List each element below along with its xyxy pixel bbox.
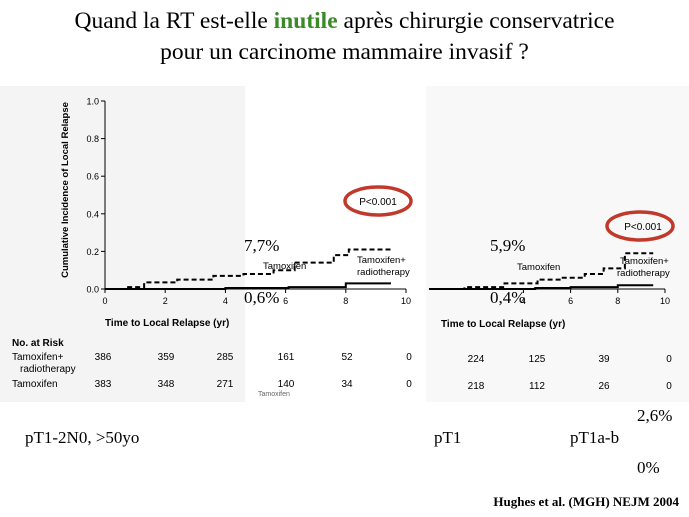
risk-cells: 386 359 285 161 52 0 383 348 271 140 34 0 224 125 39 0 2… [95, 352, 673, 392]
right-panel-background [426, 86, 689, 402]
right-label-tamrt-b: radiotherapy [617, 268, 670, 279]
risk-cell-right-tamrt: 224 [468, 354, 485, 365]
right-x-tick-label: 8 [615, 296, 620, 306]
risk-cell-right-tamrt: 39 [598, 354, 610, 365]
risk-cell-left-tamrt: 161 [278, 352, 295, 363]
left-y-tick-label: 0.6 [86, 172, 99, 182]
risk-cell-right-tam: 218 [468, 381, 485, 392]
right-series-tamoxifen-rt [429, 284, 654, 290]
pt1ab-rt-free-value: 2,6% [637, 406, 673, 425]
risk-cell-left-tam: 271 [217, 379, 234, 390]
risk-cell-left-tamrt: 52 [341, 352, 353, 363]
group-all-label: pT1-2N0, >50yo [25, 428, 140, 447]
risk-overlap-text: Tamoxifen [258, 391, 290, 398]
risk-cell-right-tamrt: 0 [666, 354, 672, 365]
left-label-tamoxifen: Tamoxifen [263, 261, 306, 272]
risk-cell-left-tamrt: 0 [406, 352, 412, 363]
right-label-tamrt-a: Tamoxifen+ [620, 256, 669, 267]
group-pt1ab-label: pT1a-b [570, 428, 620, 447]
left-series [105, 248, 391, 290]
risk-row1-label-b: radiotherapy [20, 364, 76, 375]
risk-cell-left-tam: 348 [158, 379, 175, 390]
right-series [429, 252, 654, 290]
left-label-tamrt-b: radiotherapy [357, 267, 410, 278]
left-x-tick-label: 6 [283, 296, 288, 306]
left-pvalue-circle [343, 185, 413, 217]
left-x-axis-label: Time to Local Relapse (yr) [105, 318, 229, 329]
risk-row1-label-a: Tamoxifen+ [12, 352, 64, 363]
left-series-tamoxifen-rt [105, 282, 391, 290]
risk-cell-right-tam: 0 [666, 381, 672, 392]
risk-cell-right-tam: 26 [598, 381, 610, 392]
left-x-tick-label: 0 [102, 296, 107, 306]
risk-cell-left-tam: 34 [341, 379, 353, 390]
risk-cell-left-tam: 383 [95, 379, 112, 390]
left-x-tick-label: 2 [163, 296, 168, 306]
slide-title-line2: pour un carcinome mammaire invasif ? [160, 39, 529, 65]
left-y-tick-label: 0.0 [86, 285, 99, 295]
left-y-tick-label: 0.2 [86, 247, 99, 257]
left-y-tick-label: 0.8 [86, 134, 99, 144]
left-x-tick-label: 10 [401, 296, 411, 306]
left-pvalue: P<0.001 [359, 197, 397, 208]
risk-cell-left-tam: 0 [406, 379, 412, 390]
right-label-tamoxifen: Tamoxifen [517, 262, 560, 273]
risk-header: No. at Risk [12, 338, 64, 349]
right-x-tick-label: 4 [521, 296, 526, 306]
pt1ab-rt-value: 0% [637, 458, 660, 477]
right-x-tick-label: 6 [568, 296, 573, 306]
right-x-axis-label: Time to Local Relapse (yr) [441, 319, 565, 330]
left-rt-free-value: 7,7% [244, 236, 280, 255]
right-rt-value: 0,4% [490, 288, 526, 307]
left-y-tick-label: 0.4 [86, 209, 99, 219]
y-axis-label: Cumulative Incidence of Local Relapse [60, 102, 71, 278]
risk-cell-left-tamrt: 285 [217, 352, 234, 363]
left-series-tamoxifen [105, 248, 391, 290]
risk-cell-right-tam: 112 [529, 381, 545, 392]
risk-cell-left-tamrt: 359 [158, 352, 175, 363]
left-rt-value: 0,6% [244, 288, 280, 307]
right-pvalue: P<0.001 [624, 222, 662, 233]
risk-cell-right-tamrt: 125 [529, 354, 546, 365]
left-x-tick-label: 8 [343, 296, 348, 306]
slide-title: Quand la RT est-elle inutile après chiru… [0, 6, 689, 68]
risk-cell-left-tamrt: 386 [95, 352, 112, 363]
right-x-tick-label: 10 [660, 296, 670, 306]
right-series-tamoxifen [429, 252, 654, 290]
title-highlight: inutile [273, 8, 338, 34]
slide-title-line1: Quand la RT est-elle inutile après chiru… [74, 8, 615, 34]
left-y-tick-label: 1.0 [86, 97, 99, 107]
left-panel-background [0, 86, 245, 402]
right-rt-free-value: 5,9% [490, 236, 526, 255]
risk-row2-label: Tamoxifen [12, 379, 58, 390]
left-label-tamrt-a: Tamoxifen+ [357, 255, 406, 266]
citation: Hughes et al. (MGH) NEJM 2004 [493, 494, 679, 509]
risk-table: No. at Risk Tamoxifen+ radiotherapy Tamo… [12, 338, 290, 398]
group-pt1-label: pT1 [434, 428, 462, 447]
risk-cell-left-tam: 140 [278, 379, 295, 390]
right-pvalue-circle [605, 210, 675, 242]
left-x-tick-label: 4 [223, 296, 228, 306]
